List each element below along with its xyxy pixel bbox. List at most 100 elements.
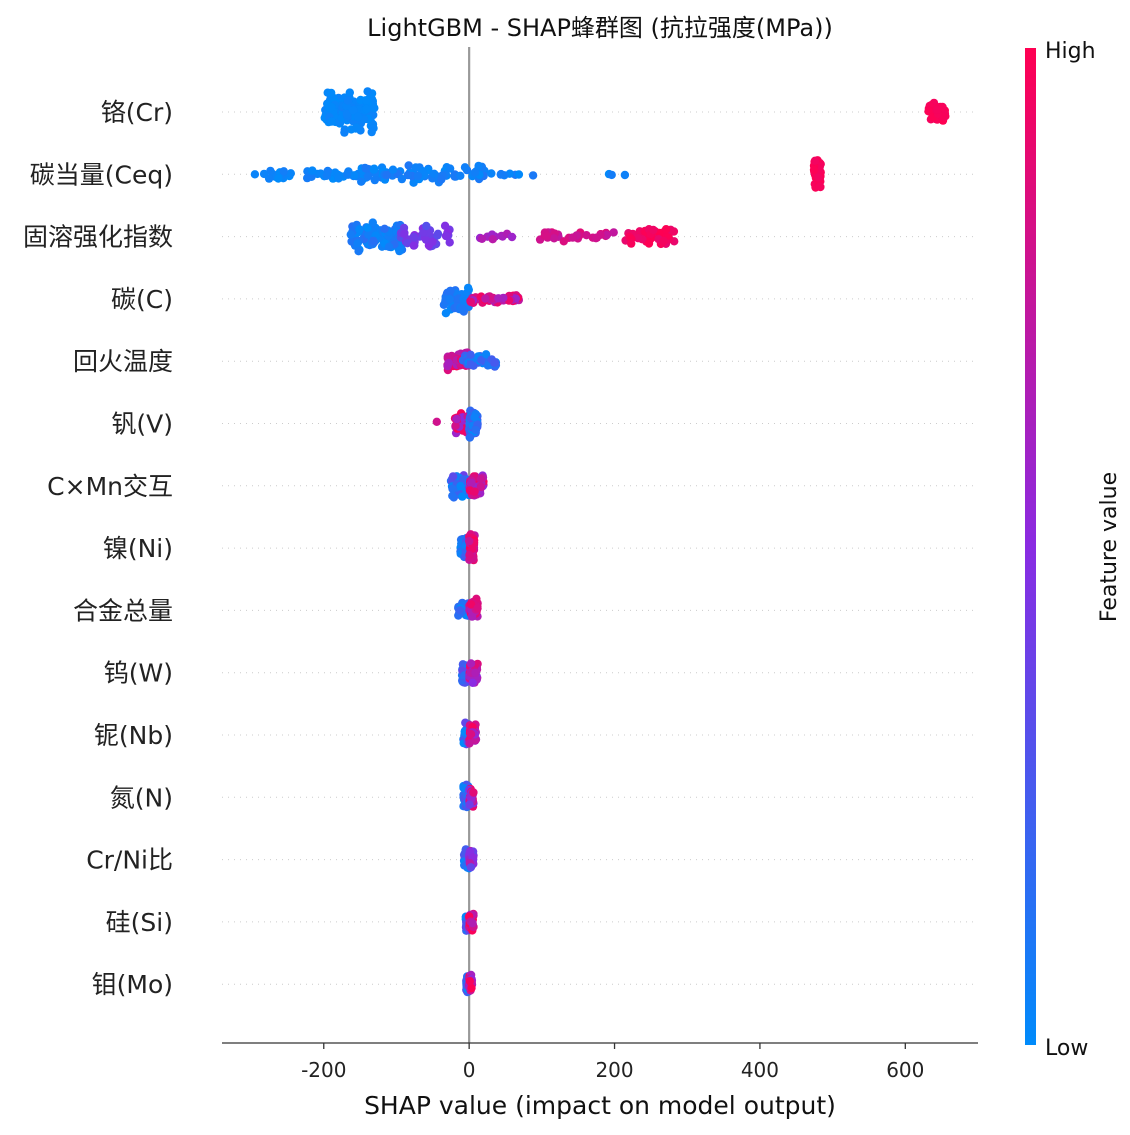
colorbar-high-label: High [1045, 39, 1096, 64]
shap-point [363, 172, 373, 181]
shap-point [466, 600, 476, 609]
shap-point [437, 175, 446, 184]
shap-point [342, 109, 352, 119]
shap-point [481, 350, 491, 359]
shap-point [361, 164, 371, 173]
shap-point [441, 309, 451, 318]
chart-title: LightGBM - SHAP蜂群图 (抗拉强度(MPa)) [367, 14, 833, 42]
shap-point [466, 350, 475, 359]
shap-point [419, 228, 428, 237]
x-tick-label: 0 [463, 1058, 476, 1082]
feature-label: 钒(V) [111, 410, 173, 439]
shap-point [487, 169, 496, 178]
shap-point [467, 478, 476, 488]
shap-point [602, 230, 611, 240]
shap-point [279, 167, 288, 176]
shap-point [350, 171, 359, 180]
x-ticks: -200 0 200 400 600 [301, 1043, 924, 1082]
shap-point [346, 230, 355, 239]
shap-point [474, 161, 483, 171]
feature-label: C×Mn交互 [47, 472, 173, 501]
shap-point [470, 168, 480, 177]
shap-point [445, 238, 454, 247]
shap-point [382, 170, 391, 180]
shap-point [470, 413, 479, 422]
shap-point [446, 286, 455, 296]
shap-point [421, 235, 431, 244]
shap-point [620, 170, 630, 180]
shap-point [369, 236, 378, 246]
shap-points [250, 87, 950, 997]
shap-point [404, 161, 413, 170]
shap-point [627, 239, 636, 248]
shap-point [352, 123, 361, 132]
shap-point [322, 171, 331, 180]
x-tick-label: 400 [741, 1058, 779, 1082]
shap-point [542, 231, 551, 241]
shap-point [411, 163, 420, 172]
shap-point [362, 104, 371, 114]
shap-point [308, 166, 317, 175]
shap-point [274, 174, 283, 183]
shap-point [362, 96, 371, 105]
shap-point [466, 297, 475, 307]
shap-point [633, 234, 643, 243]
shap-point [496, 169, 506, 179]
shap-point [353, 239, 362, 248]
shap-point [327, 88, 336, 98]
shap-point [456, 171, 465, 180]
shap-point [466, 360, 475, 369]
feature-label: Cr/Ni比 [86, 846, 173, 875]
shap-point [470, 487, 479, 496]
shap-point [814, 173, 823, 182]
shap-point [458, 492, 467, 501]
shap-point [286, 169, 295, 178]
shap-point [364, 230, 373, 239]
shap-point [473, 604, 482, 613]
shap-point [514, 170, 524, 179]
shap-point [327, 117, 336, 126]
shap-point [477, 355, 486, 365]
shap-point [457, 304, 467, 314]
shap-point [494, 294, 503, 303]
shap-point [384, 242, 394, 251]
shap-point [327, 102, 336, 112]
colorbar [1025, 48, 1036, 1045]
shap-point [466, 659, 476, 668]
shap-point [444, 358, 453, 368]
shap-point [815, 182, 824, 191]
shap-point [397, 174, 407, 184]
shap-point [400, 229, 409, 239]
shap-point [343, 96, 353, 105]
shap-point [456, 481, 465, 491]
shap-point [355, 225, 364, 234]
shap-point [369, 165, 378, 174]
shap-point [466, 730, 476, 739]
shap-point [460, 163, 470, 172]
shap-point [368, 218, 377, 227]
row-guides [222, 111, 978, 985]
shap-point [465, 800, 474, 809]
shap-point [607, 170, 616, 180]
shap-point [445, 294, 454, 304]
feature-label: 铌(Nb) [94, 721, 173, 750]
shap-point [609, 228, 618, 237]
shap-point [422, 221, 431, 231]
shap-point [448, 472, 458, 481]
colorbar-axis-label: Feature value [1097, 472, 1122, 622]
shap-point [582, 231, 591, 240]
shap-point [465, 977, 475, 986]
colorbar-low-label: Low [1045, 1036, 1088, 1061]
feature-label: 碳(C) [111, 285, 173, 314]
shap-point [395, 246, 405, 255]
shap-point [481, 294, 490, 303]
shap-point [476, 482, 486, 492]
shap-point [445, 164, 455, 173]
shap-point [649, 225, 658, 235]
shap-point [471, 425, 481, 435]
shap-point [403, 239, 412, 248]
feature-label: 铬(Cr) [101, 98, 173, 127]
